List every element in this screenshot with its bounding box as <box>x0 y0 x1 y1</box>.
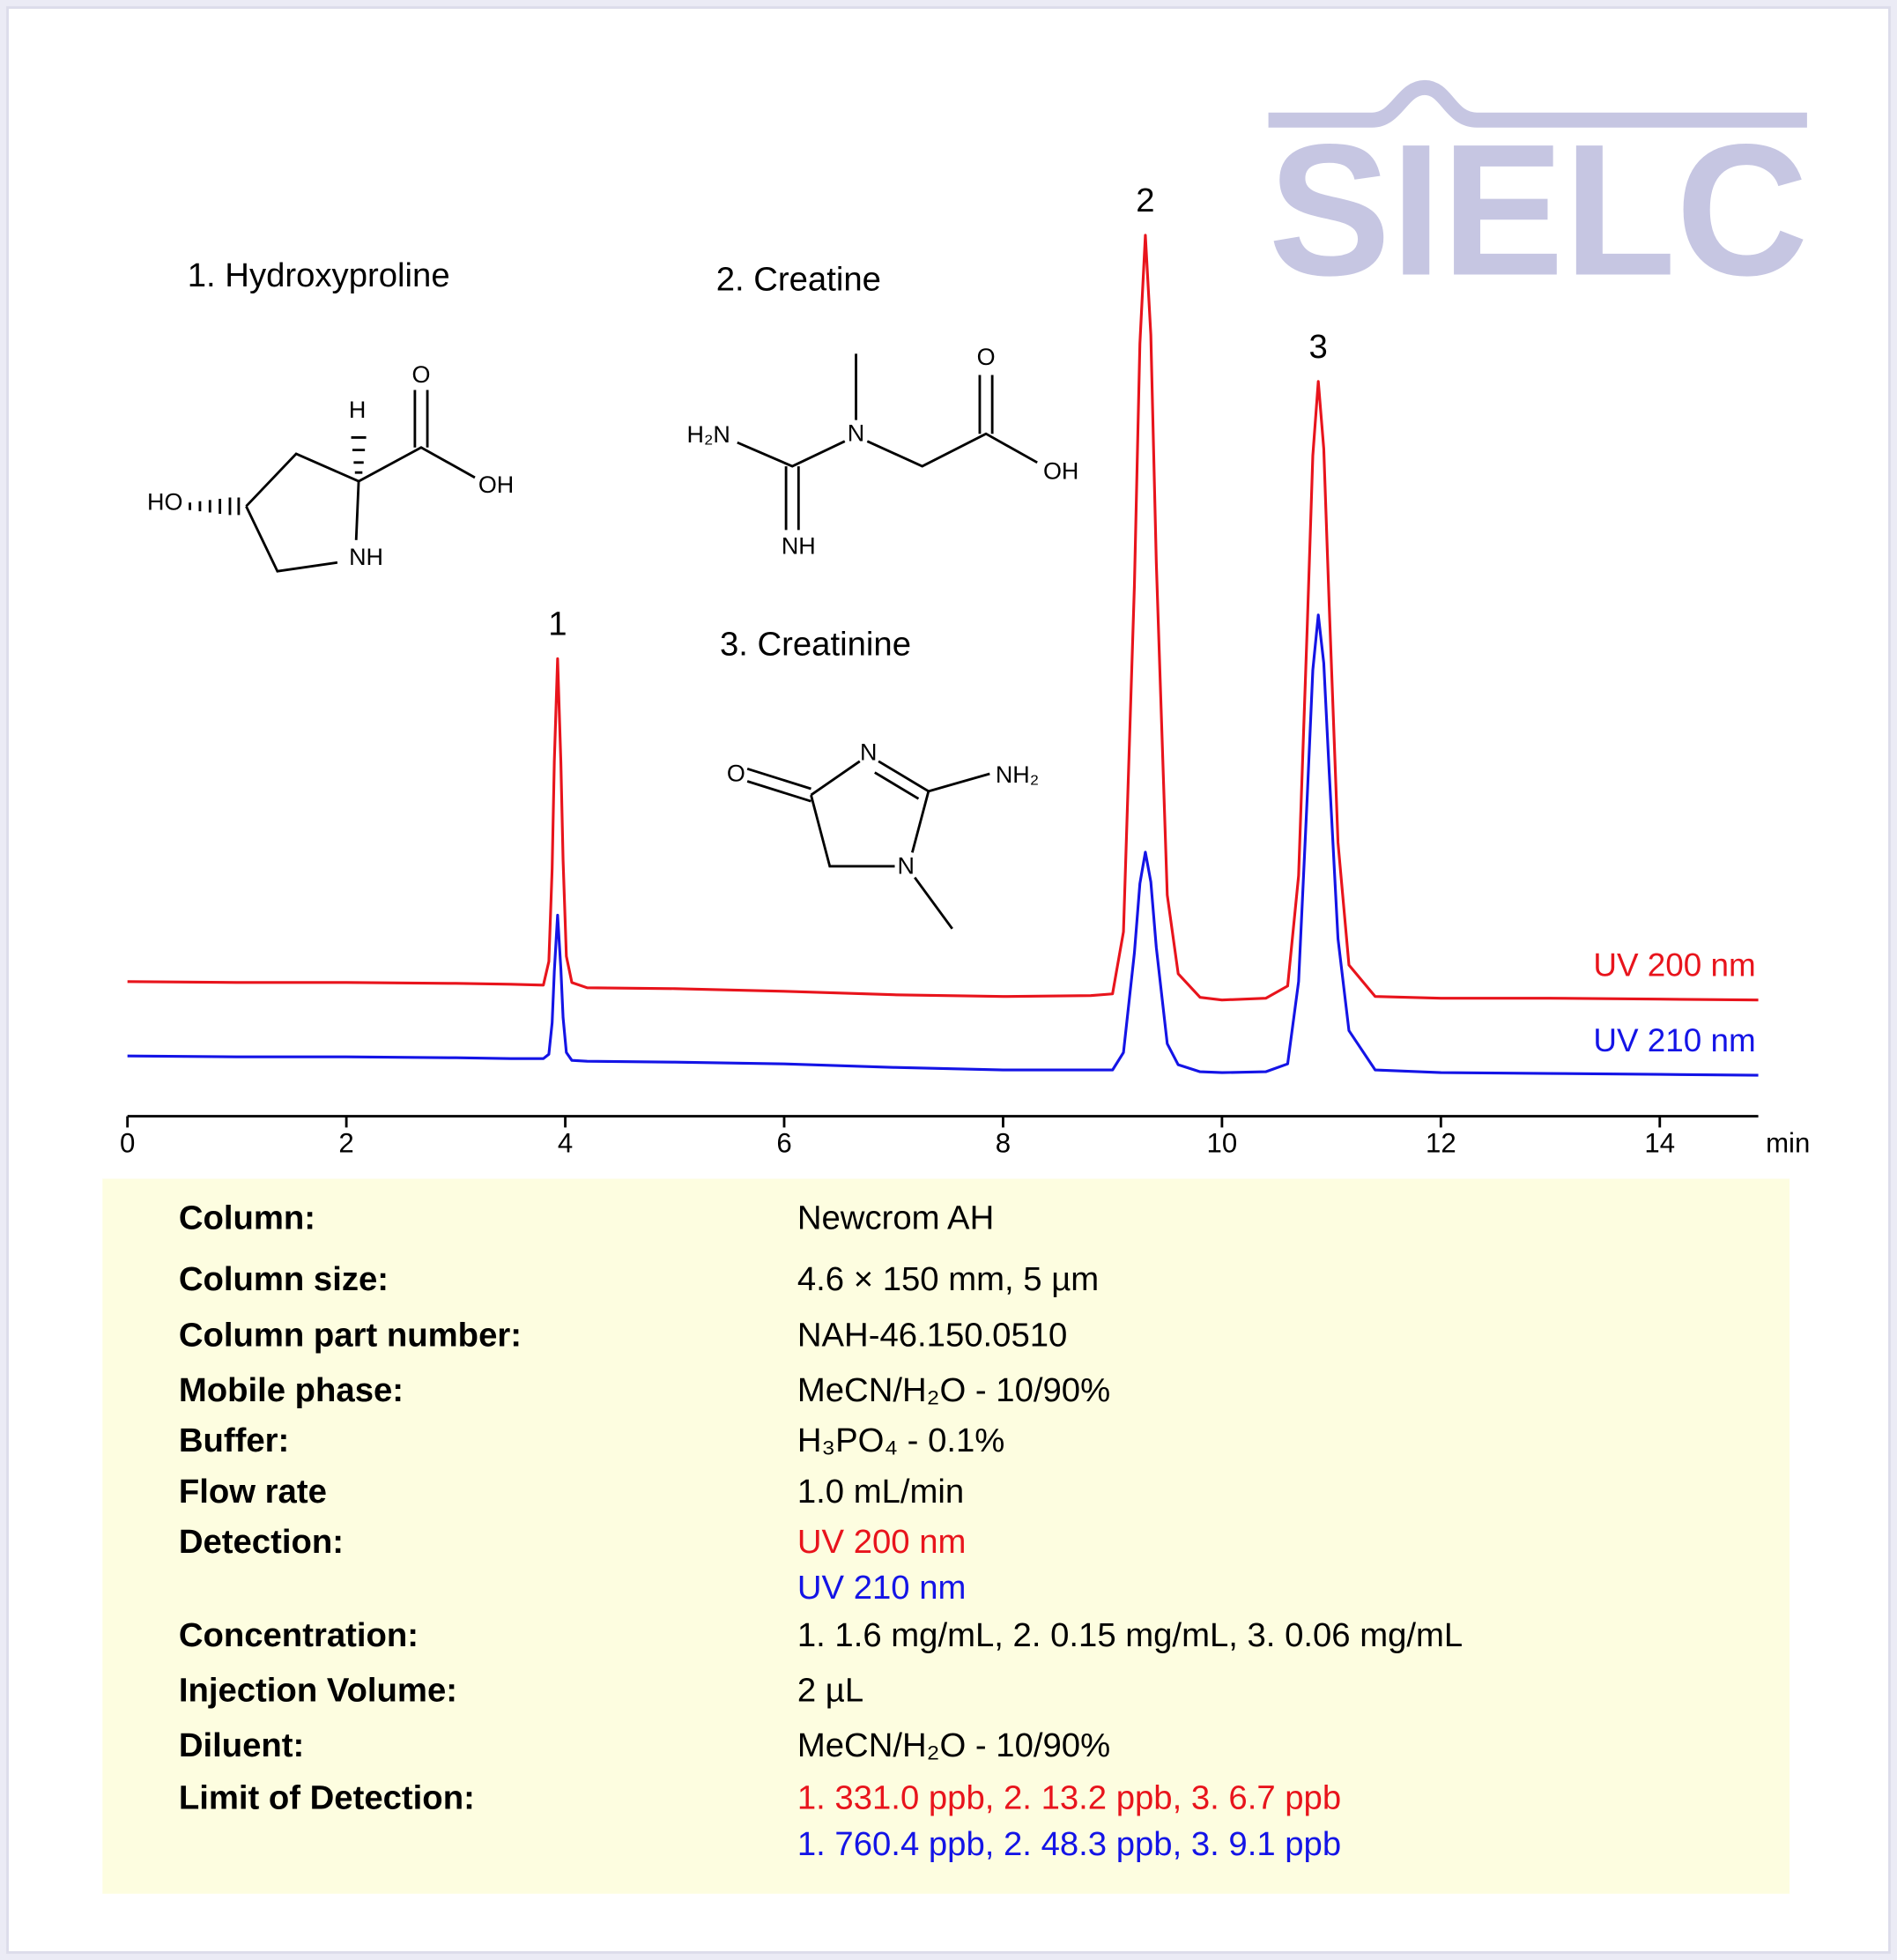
compound-name: 1. Hydroxyproline <box>188 256 450 294</box>
atom-label: OH <box>478 471 514 498</box>
x-tick-label: 14 <box>1644 1127 1675 1158</box>
atom-label: OH <box>1043 457 1078 484</box>
condition-value: H₃PO₄ - 0.1% <box>797 1422 1004 1459</box>
condition-value: MeCN/H₂O - 10/90% <box>797 1726 1110 1764</box>
condition-value: Newcrom AH <box>797 1199 994 1236</box>
condition-label: Concentration: <box>179 1616 419 1654</box>
structure-hydroxyproline: 1. Hydroxyproline HO H O OH NH <box>147 256 514 573</box>
condition-label: Injection Volume: <box>179 1672 457 1710</box>
logo-swoosh <box>1268 79 1807 128</box>
atom-label: N <box>848 420 864 447</box>
condition-value: 2 µL <box>797 1672 863 1710</box>
condition-value: 1. 331.0 ppb, 2. 13.2 ppb, 3. 6.7 ppb <box>797 1779 1341 1817</box>
condition-value: 1. 1.6 mg/mL, 2. 0.15 mg/mL, 3. 0.06 mg/… <box>797 1616 1463 1654</box>
atom-label: N <box>860 739 877 765</box>
legend-label: UV 200 nm <box>1593 947 1755 984</box>
trace <box>127 234 1759 1002</box>
x-tick-label: 0 <box>120 1127 135 1158</box>
x-tick-label: 10 <box>1207 1127 1238 1158</box>
structure-creatine: 2. Creatine H₂N N O OH NH <box>686 260 1078 559</box>
x-axis-label: min <box>1766 1127 1810 1158</box>
atom-label: N <box>898 852 915 879</box>
x-tick-label: 4 <box>558 1127 573 1158</box>
bonds <box>245 390 476 573</box>
conditions-table: Column: Newcrom AH Column size: 4.6 × 150 m… <box>179 1199 1463 1863</box>
peak-label: 2 <box>1136 182 1154 219</box>
condition-label: Buffer: <box>179 1422 289 1459</box>
atom-label: NH₂ <box>996 761 1039 788</box>
structure-creatinine: 3. Creatinine O N NH₂ N <box>720 625 1039 930</box>
bonds <box>737 353 1038 531</box>
logo-text: SIELC <box>1269 106 1809 316</box>
compound-name: 3. Creatinine <box>720 625 911 663</box>
atom-label: O <box>727 761 745 787</box>
atom-label: O <box>411 361 430 388</box>
condition-label: Column: <box>179 1199 315 1236</box>
condition-value: UV 200 nm <box>797 1523 967 1561</box>
atom-label: NH <box>782 532 816 559</box>
x-tick-label: 2 <box>338 1127 353 1158</box>
condition-value: MeCN/H₂O - 10/90% <box>797 1371 1110 1409</box>
condition-label: Detection: <box>179 1523 344 1561</box>
condition-label: Diluent: <box>179 1726 304 1764</box>
atom-label: NH <box>349 544 383 570</box>
legend-label: UV 210 nm <box>1593 1022 1755 1058</box>
condition-value: 1.0 mL/min <box>797 1473 964 1511</box>
condition-value: 1. 760.4 ppb, 2. 48.3 ppb, 3. 9.1 ppb <box>797 1825 1341 1863</box>
logo: SIELC <box>1268 79 1809 316</box>
peak-label: 3 <box>1309 328 1328 366</box>
trace <box>127 613 1759 1077</box>
condition-value: 4.6 × 150 mm, 5 µm <box>797 1260 1099 1298</box>
conditions-panel <box>102 1178 1790 1894</box>
hash-bonds <box>189 436 367 516</box>
atom-label: H <box>349 397 366 423</box>
condition-label: Column size: <box>179 1260 389 1298</box>
atom-label: HO <box>147 489 182 516</box>
x-tick-label: 12 <box>1426 1127 1456 1158</box>
x-tick-label: 8 <box>996 1127 1011 1158</box>
atom-label: O <box>977 344 996 370</box>
condition-label: Mobile phase: <box>179 1371 404 1409</box>
condition-label: Flow rate <box>179 1473 327 1511</box>
peak-label: 1 <box>548 605 567 643</box>
condition-label: Limit of Detection: <box>179 1779 475 1817</box>
x-tick-label: 6 <box>776 1127 791 1158</box>
condition-label: Column part number: <box>179 1317 522 1355</box>
compound-name: 2. Creatine <box>716 260 881 298</box>
condition-value: UV 210 nm <box>797 1569 967 1607</box>
condition-value: NAH-46.150.0510 <box>797 1317 1067 1355</box>
atom-label: H₂N <box>686 421 730 448</box>
bonds <box>746 760 990 930</box>
